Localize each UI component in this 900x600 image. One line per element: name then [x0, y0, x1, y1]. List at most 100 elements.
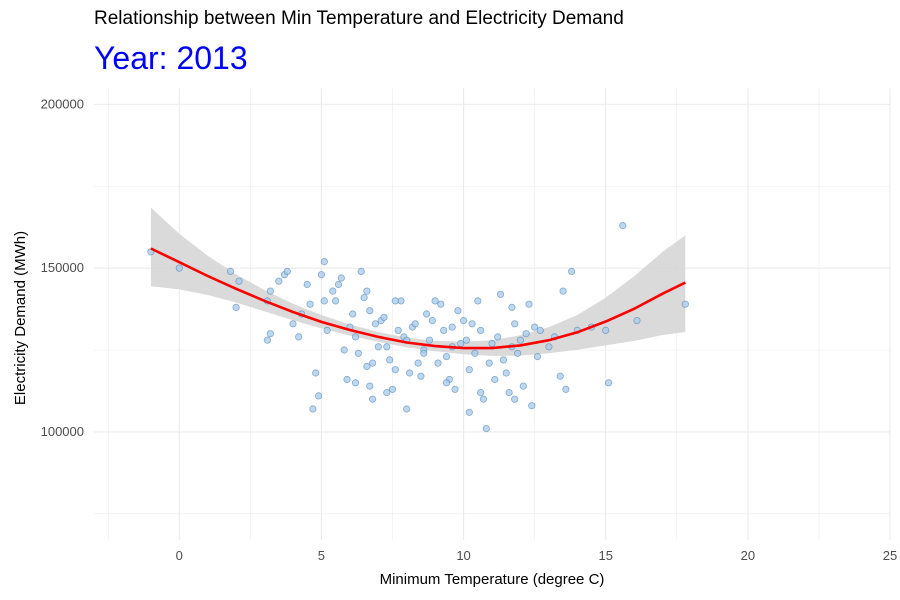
x-tick-label: 25: [883, 548, 897, 563]
data-point: [388, 385, 397, 393]
data-point: [442, 379, 451, 387]
data-point: [465, 366, 473, 374]
data-point: [536, 326, 544, 334]
y-tick-label: 200000: [41, 96, 84, 111]
data-point: [309, 405, 317, 413]
data-point: [226, 267, 235, 275]
data-point: [522, 330, 530, 338]
data-point: [465, 408, 473, 416]
data-point: [479, 395, 488, 403]
data-point: [337, 274, 345, 282]
data-point: [448, 323, 456, 331]
data-point: [428, 316, 436, 325]
x-tick-label: 5: [318, 548, 325, 563]
confidence-band: [150, 207, 686, 356]
data-point: [513, 349, 522, 357]
data-point: [488, 339, 496, 348]
data-point: [420, 349, 428, 357]
data-point: [317, 271, 325, 279]
data-point: [457, 339, 465, 348]
data-point: [320, 297, 328, 305]
data-point: [511, 395, 519, 403]
data-point: [266, 330, 274, 338]
data-points: [147, 222, 689, 433]
x-tick-label: 0: [176, 548, 183, 563]
data-point: [422, 310, 431, 318]
data-point: [340, 346, 348, 354]
x-tick-label: 15: [598, 548, 612, 563]
data-point: [380, 313, 388, 321]
data-point: [633, 316, 641, 325]
data-point: [383, 343, 391, 351]
data-point: [545, 343, 553, 351]
data-point: [391, 297, 399, 305]
data-point: [323, 326, 331, 334]
data-point: [320, 257, 328, 266]
data-point: [511, 320, 519, 328]
data-point: [491, 375, 499, 384]
data-point: [354, 349, 362, 357]
data-point: [494, 333, 502, 341]
data-point: [351, 333, 360, 341]
data-point: [417, 372, 425, 380]
data-point: [386, 356, 394, 364]
data-point: [357, 267, 365, 275]
data-point: [366, 307, 374, 315]
data-point: [567, 267, 576, 275]
data-point: [295, 333, 303, 341]
data-point: [516, 336, 525, 344]
data-point: [440, 326, 448, 334]
x-axis-label: Minimum Temperature (degree C): [380, 571, 605, 588]
data-point: [556, 372, 564, 380]
data-point: [363, 362, 371, 370]
chart-title: Relationship between Min Temperature and…: [94, 8, 624, 29]
data-point: [232, 303, 240, 311]
data-point: [474, 297, 482, 305]
data-point: [371, 320, 379, 328]
data-point: [414, 359, 422, 367]
data-point: [368, 395, 377, 403]
data-point: [533, 352, 542, 361]
grid: [94, 88, 891, 540]
data-point: [303, 280, 311, 289]
x-axis-ticks: 0 5 10 15 20 25: [176, 548, 898, 563]
data-point: [442, 352, 451, 361]
data-point: [266, 287, 274, 295]
chart-subtitle: Year: 2013: [94, 40, 248, 76]
data-point: [366, 382, 374, 390]
data-point: [334, 280, 343, 289]
y-tick-label: 150000: [41, 260, 84, 275]
trend-line: [150, 247, 686, 350]
data-point: [405, 369, 414, 377]
data-point: [329, 287, 337, 295]
data-point: [374, 343, 382, 351]
data-point: [496, 290, 505, 298]
data-point: [312, 369, 320, 377]
data-point: [525, 300, 533, 308]
data-point: [476, 326, 485, 334]
x-tick-label: 20: [741, 548, 755, 563]
data-point: [425, 336, 434, 344]
data-point: [343, 375, 351, 384]
data-point: [482, 424, 490, 433]
data-point: [351, 379, 360, 387]
data-point: [437, 300, 445, 308]
data-point: [499, 356, 507, 364]
data-point: [602, 326, 610, 334]
data-point: [360, 293, 368, 302]
data-point: [519, 382, 527, 390]
data-point: [363, 287, 371, 295]
data-point: [559, 287, 567, 295]
data-point: [331, 297, 340, 305]
data-point: [454, 307, 462, 315]
data-point: [263, 336, 271, 344]
data-point: [485, 359, 493, 367]
data-point: [394, 326, 402, 334]
data-point: [175, 264, 183, 272]
x-tick-label: 10: [456, 548, 470, 563]
data-point: [530, 323, 539, 331]
data-point: [505, 388, 513, 397]
data-point: [468, 320, 476, 328]
data-point: [306, 300, 314, 308]
data-point: [451, 385, 459, 393]
